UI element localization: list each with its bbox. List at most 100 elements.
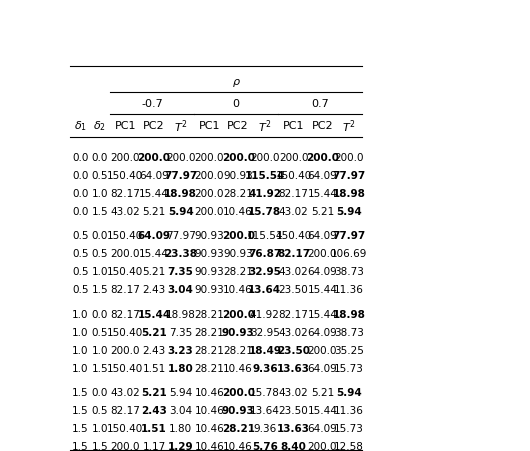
Text: 18.49: 18.49 bbox=[249, 345, 281, 356]
Text: 200.0: 200.0 bbox=[306, 152, 339, 163]
Text: 90.93: 90.93 bbox=[223, 249, 253, 259]
Text: 76.87: 76.87 bbox=[248, 249, 281, 259]
Text: 41.92: 41.92 bbox=[249, 189, 281, 199]
Text: 5.21: 5.21 bbox=[311, 388, 334, 398]
Text: 77.97: 77.97 bbox=[332, 170, 366, 181]
Text: 64.09: 64.09 bbox=[307, 231, 337, 241]
Text: $\delta_2$: $\delta_2$ bbox=[93, 120, 107, 133]
Text: 5.76: 5.76 bbox=[252, 442, 278, 451]
Text: 41.92: 41.92 bbox=[250, 309, 280, 320]
Text: 77.97: 77.97 bbox=[332, 231, 366, 241]
Text: 90.93: 90.93 bbox=[222, 406, 254, 416]
Text: 10.46: 10.46 bbox=[195, 406, 224, 416]
Text: 18.98: 18.98 bbox=[164, 189, 197, 199]
Text: 7.35: 7.35 bbox=[169, 327, 192, 338]
Text: 23.50: 23.50 bbox=[279, 406, 308, 416]
Text: 64.09: 64.09 bbox=[307, 327, 337, 338]
Text: 0.0: 0.0 bbox=[72, 207, 89, 217]
Text: 200.0: 200.0 bbox=[279, 152, 308, 163]
Text: 13.63: 13.63 bbox=[277, 424, 310, 434]
Text: 90.93: 90.93 bbox=[195, 267, 224, 277]
Text: 1.29: 1.29 bbox=[168, 442, 193, 451]
Text: 10.46: 10.46 bbox=[195, 388, 224, 398]
Text: 200.0: 200.0 bbox=[222, 231, 254, 241]
Text: 0.5: 0.5 bbox=[92, 170, 108, 181]
Text: 28.21: 28.21 bbox=[223, 267, 253, 277]
Text: 200.0: 200.0 bbox=[110, 345, 140, 356]
Text: 28.21: 28.21 bbox=[195, 309, 224, 320]
Text: 1.51: 1.51 bbox=[141, 424, 167, 434]
Text: 77.97: 77.97 bbox=[164, 170, 197, 181]
Text: 1.5: 1.5 bbox=[72, 442, 89, 451]
Text: 3.04: 3.04 bbox=[167, 285, 193, 295]
Text: 10.46: 10.46 bbox=[195, 424, 224, 434]
Text: 10.46: 10.46 bbox=[223, 285, 253, 295]
Text: PC2: PC2 bbox=[312, 121, 333, 131]
Text: 64.09: 64.09 bbox=[307, 364, 337, 374]
Text: 115.54: 115.54 bbox=[246, 231, 283, 241]
Text: 90.93: 90.93 bbox=[195, 285, 224, 295]
Text: 35.25: 35.25 bbox=[334, 345, 364, 356]
Text: 15.44: 15.44 bbox=[307, 406, 337, 416]
Text: PC2: PC2 bbox=[227, 121, 249, 131]
Text: 200.0: 200.0 bbox=[195, 152, 224, 163]
Text: 1.5: 1.5 bbox=[72, 388, 89, 398]
Text: 82.17: 82.17 bbox=[279, 189, 308, 199]
Text: PC1: PC1 bbox=[283, 121, 304, 131]
Text: 1.0: 1.0 bbox=[72, 345, 89, 356]
Text: 150.40: 150.40 bbox=[107, 327, 143, 338]
Text: 1.0: 1.0 bbox=[92, 189, 108, 199]
Text: 15.73: 15.73 bbox=[334, 364, 364, 374]
Text: 64.09: 64.09 bbox=[137, 231, 171, 241]
Text: 43.02: 43.02 bbox=[279, 207, 308, 217]
Text: 0.0: 0.0 bbox=[92, 231, 108, 241]
Text: 150.40: 150.40 bbox=[107, 424, 143, 434]
Text: 18.98: 18.98 bbox=[333, 189, 366, 199]
Text: 200.0: 200.0 bbox=[110, 249, 140, 259]
Text: 0.0: 0.0 bbox=[72, 189, 89, 199]
Text: 82.17: 82.17 bbox=[279, 309, 308, 320]
Text: 0.5: 0.5 bbox=[92, 406, 108, 416]
Text: 28.21: 28.21 bbox=[223, 345, 253, 356]
Text: 15.44: 15.44 bbox=[307, 285, 337, 295]
Text: 82.17: 82.17 bbox=[277, 249, 310, 259]
Text: 15.78: 15.78 bbox=[250, 388, 280, 398]
Text: 64.09: 64.09 bbox=[139, 170, 169, 181]
Text: 5.94: 5.94 bbox=[169, 388, 192, 398]
Text: 90.93: 90.93 bbox=[195, 231, 224, 241]
Text: 200.0: 200.0 bbox=[110, 152, 140, 163]
Text: 28.21: 28.21 bbox=[195, 345, 224, 356]
Text: 10.46: 10.46 bbox=[223, 364, 253, 374]
Text: 1.0: 1.0 bbox=[92, 345, 108, 356]
Text: 150.40: 150.40 bbox=[276, 170, 312, 181]
Text: 150.40: 150.40 bbox=[107, 364, 143, 374]
Text: 150.40: 150.40 bbox=[107, 231, 143, 241]
Text: 200.0: 200.0 bbox=[222, 309, 254, 320]
Text: 10.46: 10.46 bbox=[195, 442, 224, 451]
Text: 0.0: 0.0 bbox=[92, 388, 108, 398]
Text: 77.97: 77.97 bbox=[166, 231, 196, 241]
Text: 1.5: 1.5 bbox=[92, 364, 108, 374]
Text: 200.0: 200.0 bbox=[307, 345, 337, 356]
Text: PC2: PC2 bbox=[143, 121, 165, 131]
Text: 1.17: 1.17 bbox=[143, 442, 165, 451]
Text: 5.21: 5.21 bbox=[141, 388, 167, 398]
Text: $\rho$: $\rho$ bbox=[232, 77, 241, 88]
Text: 15.44: 15.44 bbox=[139, 249, 169, 259]
Text: 28.21: 28.21 bbox=[223, 189, 253, 199]
Text: 82.17: 82.17 bbox=[110, 285, 140, 295]
Text: 150.40: 150.40 bbox=[107, 267, 143, 277]
Text: 0.0: 0.0 bbox=[92, 152, 108, 163]
Text: 200.0: 200.0 bbox=[195, 170, 224, 181]
Text: 0.7: 0.7 bbox=[312, 100, 329, 110]
Text: 150.40: 150.40 bbox=[107, 170, 143, 181]
Text: 115.54: 115.54 bbox=[245, 170, 285, 181]
Text: 200.0: 200.0 bbox=[250, 152, 280, 163]
Text: 11.36: 11.36 bbox=[334, 406, 364, 416]
Text: 200.0: 200.0 bbox=[222, 152, 254, 163]
Text: 82.17: 82.17 bbox=[110, 189, 140, 199]
Text: 0: 0 bbox=[233, 100, 240, 110]
Text: 2.43: 2.43 bbox=[143, 345, 165, 356]
Text: PC1: PC1 bbox=[199, 121, 220, 131]
Text: 43.02: 43.02 bbox=[279, 267, 308, 277]
